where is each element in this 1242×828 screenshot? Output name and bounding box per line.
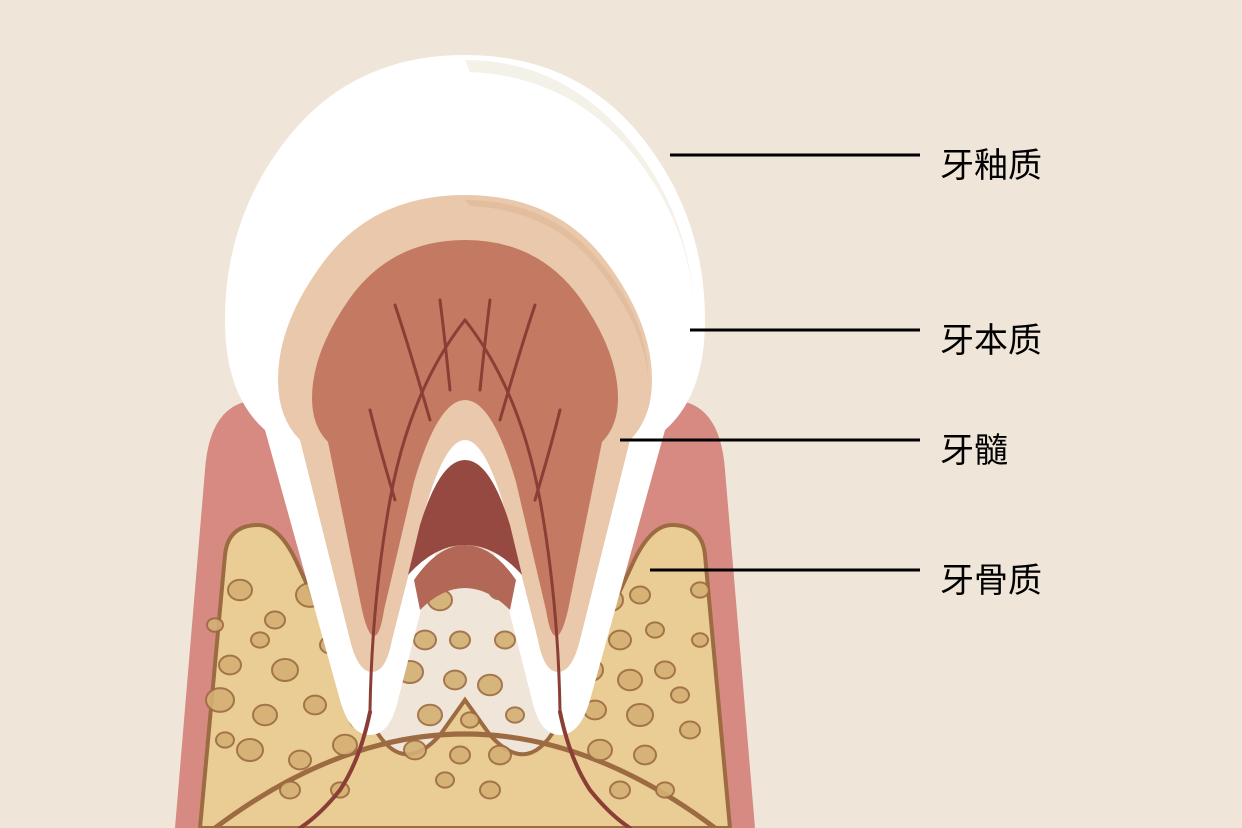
label-cementum: 牙骨质 <box>940 553 1042 602</box>
label-pulp: 牙髓 <box>940 423 1008 472</box>
tooth-diagram: 牙釉质 牙本质 牙髓 牙骨质 <box>0 0 1242 828</box>
label-dentin: 牙本质 <box>940 313 1042 362</box>
label-enamel: 牙釉质 <box>940 138 1042 187</box>
tooth-svg <box>0 0 1242 828</box>
